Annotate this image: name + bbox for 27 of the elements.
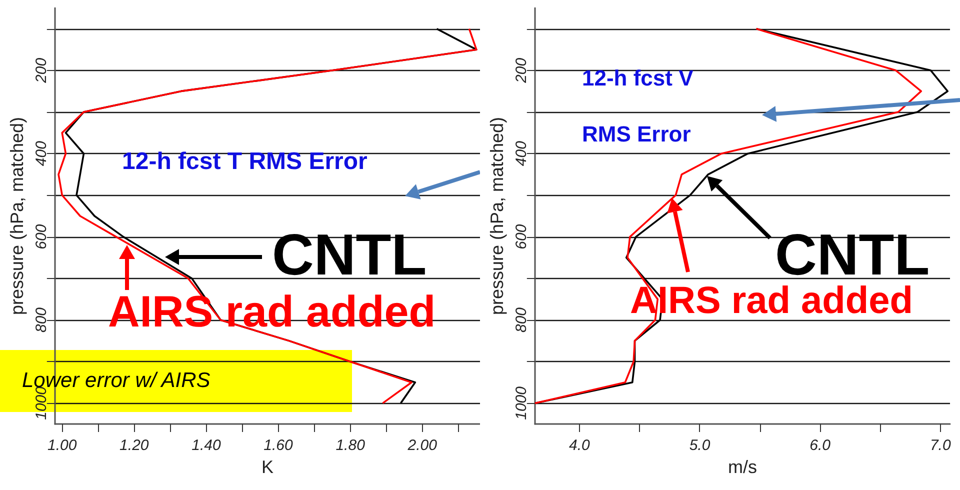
y-tick-label: 1000 [32, 386, 50, 420]
x-tick-label: 1.40 [192, 437, 222, 454]
x-tick-label: 1.80 [336, 437, 366, 454]
y-tick-label: 200 [32, 57, 50, 84]
x-tick-label: 7.0 [930, 437, 952, 454]
y-tick-label: 400 [512, 140, 530, 166]
y-axis-title: pressure (hPa, matched) [7, 116, 27, 316]
series-label: CNTL [272, 222, 427, 288]
x-tick-label: 5.0 [689, 437, 711, 454]
annotation: 12-h fcst T RMS Error [122, 148, 368, 176]
x-tick-label: 2.00 [406, 437, 438, 454]
x-tick-label: 4.0 [568, 437, 590, 454]
y-tick-label: 400 [32, 140, 50, 166]
x-tick-label: 1.60 [264, 437, 294, 454]
y-tick-label: 600 [32, 224, 50, 250]
x-axis-title: K [261, 457, 274, 477]
x-tick-label: 1.20 [120, 437, 150, 454]
y-tick-label: 600 [512, 224, 530, 250]
x-axis-title: m/s [728, 457, 757, 477]
y-tick-label: 800 [32, 306, 50, 333]
text: 12-h fcst V RMS Error [582, 66, 694, 146]
y-axis-title: pressure (hPa, matched) [487, 116, 507, 316]
y-tick-label: 200 [512, 57, 530, 84]
y-tick-label: 1000 [512, 386, 530, 420]
y-tick-label: 800 [512, 306, 530, 333]
x-tick-label: 6.0 [810, 437, 832, 454]
x-tick-label: 1.00 [48, 437, 78, 454]
